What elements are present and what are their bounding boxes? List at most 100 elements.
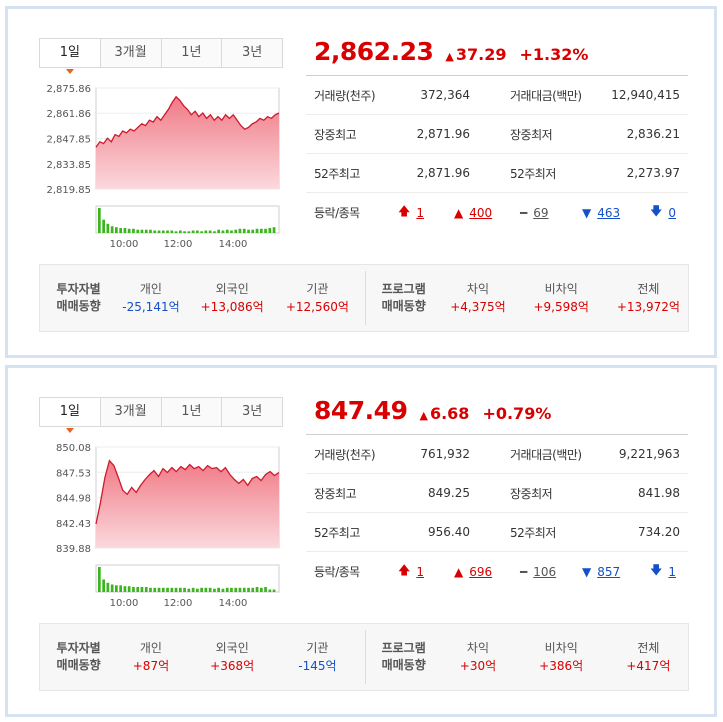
tab-3years[interactable]: 3년: [221, 398, 282, 426]
tab-1year[interactable]: 1년: [160, 398, 222, 426]
non-arbitrage-flow: 비차익 +386억: [514, 639, 609, 675]
triangle-up-icon: ▲: [454, 205, 464, 220]
volume-bar: [264, 228, 267, 233]
arbitrage-label: 차익: [466, 282, 489, 296]
volume-bar: [264, 587, 267, 592]
tab-3months[interactable]: 3개월: [99, 398, 161, 426]
total-flow: 전체 +417억: [609, 639, 688, 675]
fall-link[interactable]: 857: [597, 564, 621, 579]
volume-bar: [187, 588, 191, 592]
total-value: +13,972억: [616, 300, 680, 314]
upper-limit-link[interactable]: 1: [416, 205, 424, 220]
y-tick-label: 2,861.86: [46, 109, 91, 120]
flat-link[interactable]: 106: [533, 564, 557, 579]
volume-bar: [161, 230, 165, 233]
flow-divider: [365, 271, 366, 325]
volume-bar: [115, 227, 118, 233]
fall-count: ▼ 463: [582, 206, 650, 220]
individual-value: +87억: [132, 659, 170, 673]
non-arbitrage-label: 비차익: [544, 282, 578, 296]
volume-bar: [123, 586, 127, 592]
volume-bar: [179, 587, 182, 592]
stats-row-breadth: 등락/종목 🡅 1 ▲ 696 ━ 106 ▼ 857 🡇 1: [306, 552, 688, 591]
volume-bar: [149, 229, 152, 233]
volume-bar: [238, 587, 242, 592]
rise-link[interactable]: 696: [469, 564, 493, 579]
x-tick-label: 10:00: [110, 598, 139, 609]
investor-title-line1: 투자자별: [56, 641, 101, 655]
y-tick-label: 2,847.85: [46, 135, 91, 146]
triangle-up-icon: ▲: [454, 564, 464, 579]
volume-bar: [98, 208, 101, 233]
volume-bar: [161, 587, 165, 592]
volume-bar: [174, 587, 178, 592]
tab-3years[interactable]: 3년: [221, 39, 282, 67]
volume-bar: [238, 228, 242, 233]
volume-bar: [106, 223, 110, 233]
volume-bar: [260, 587, 263, 592]
arrow-up-icon: 🡅: [398, 204, 411, 218]
lower-limit-count: 🡇 0: [650, 202, 676, 223]
volume-bar: [247, 587, 250, 592]
total-label: 전체: [637, 282, 660, 296]
flat-count: ━ 106: [520, 565, 582, 579]
stats-row-volume: 거래량(천주) 372,364 거래대금(백만) 12,940,415: [306, 76, 688, 115]
foreign-value: +368억: [210, 659, 255, 673]
day-low-value: 841.98: [638, 486, 680, 500]
volume-bar: [272, 227, 276, 233]
program-flow-title: 프로그램 매매동향: [365, 640, 442, 674]
volume-area: [95, 205, 280, 234]
w52-low-value: 734.20: [638, 525, 680, 539]
fall-link[interactable]: 463: [597, 205, 621, 220]
index-change-rate: +1.32%: [519, 45, 589, 64]
volume-bar: [208, 587, 212, 592]
trading-flow-box: 투자자별 매매동향 개인 +87억 외국인 +368억 기관 -145억 프로그램 매매동…: [39, 623, 689, 691]
non-arbitrage-value: +386억: [539, 659, 584, 673]
volume-bar: [110, 584, 114, 592]
volume-value: 372,364: [420, 88, 470, 102]
lower-limit-link[interactable]: 1: [668, 564, 676, 579]
volume-bar: [132, 587, 135, 592]
y-tick-label: 2,875.86: [46, 84, 91, 95]
day-low-label: 장중최저: [510, 486, 553, 501]
w52-low-label: 52주최저: [510, 525, 556, 540]
stats-row-volume: 거래량(천주) 761,932 거래대금(백만) 9,221,963: [306, 435, 688, 474]
upper-limit-link[interactable]: 1: [416, 564, 424, 579]
stats-row-day: 장중최고 2,871.96 장중최저 2,836.21: [306, 115, 688, 154]
index-header: 2,862.23 ▲ 37.29 +1.32%: [314, 37, 588, 71]
amount-label: 거래대금(백만): [510, 447, 582, 462]
tab-1day[interactable]: 1일: [40, 398, 100, 433]
volume-bar: [204, 230, 208, 233]
volume-bar: [217, 587, 220, 592]
volume-bar: [251, 587, 255, 592]
rise-count: ▲ 696: [454, 565, 520, 579]
arbitrage-label: 차익: [466, 641, 489, 655]
index-change: 37.29: [455, 45, 507, 64]
index-value: 847.49: [314, 396, 408, 425]
day-low-label: 장중최저: [510, 127, 553, 142]
amount-value: 12,940,415: [611, 88, 680, 102]
rise-link[interactable]: 400: [469, 205, 493, 220]
tab-3months[interactable]: 3개월: [99, 39, 161, 67]
volume-bar: [132, 228, 135, 233]
volume-bar: [268, 589, 272, 592]
w52-low-label: 52주최저: [510, 166, 556, 181]
tab-1year[interactable]: 1년: [160, 39, 222, 67]
flat-link[interactable]: 69: [533, 205, 549, 220]
trading-flow-box: 투자자별 매매동향 개인 -25,141억 외국인 +13,086억 기관 +12,56…: [39, 264, 689, 332]
lower-limit-link[interactable]: 0: [668, 205, 676, 220]
volume-bar: [166, 587, 169, 592]
volume-bar: [221, 230, 225, 233]
tab-1day[interactable]: 1일: [40, 39, 100, 74]
individual-flow: 개인 +87억: [117, 639, 184, 675]
y-tick-label: 2,833.85: [46, 160, 91, 171]
upper-limit-count: 🡅 1: [398, 202, 454, 223]
volume-bar: [255, 228, 259, 233]
volume-bar: [225, 587, 229, 592]
x-tick-label: 10:00: [110, 239, 139, 250]
volume-bar: [217, 229, 220, 233]
total-value: +417억: [626, 659, 671, 673]
volume-bar: [183, 587, 186, 592]
volume-bar: [119, 585, 122, 592]
amount-label: 거래대금(백만): [510, 88, 582, 103]
